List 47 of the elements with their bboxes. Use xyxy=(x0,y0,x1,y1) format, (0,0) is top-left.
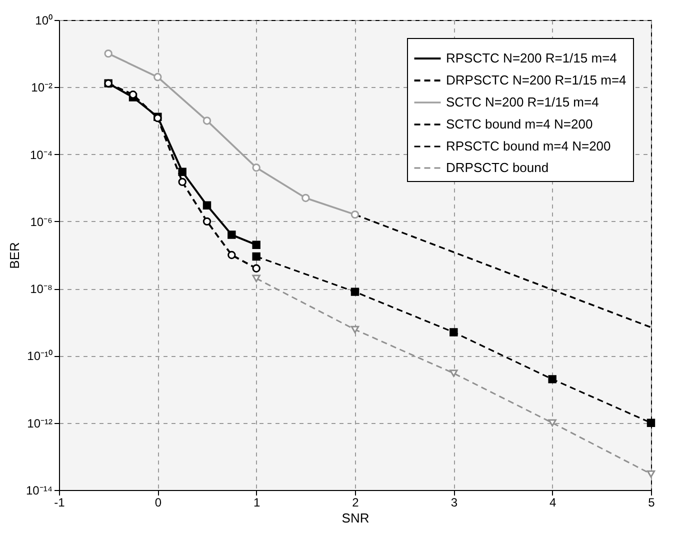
x-tick-label: 3 xyxy=(450,496,458,510)
legend-label: RPSCTC N=200 R=1/15 m=4 xyxy=(446,50,617,66)
legend-label: SCTC bound m=4 N=200 xyxy=(446,116,593,132)
point xyxy=(228,230,236,239)
point xyxy=(646,470,656,478)
point xyxy=(154,72,162,82)
y-tick-label: 10⁻⁸ xyxy=(30,282,52,296)
point xyxy=(228,250,236,260)
point xyxy=(302,194,310,202)
point xyxy=(252,264,260,272)
y-tick-label: 10⁻¹⁴ xyxy=(26,484,52,498)
point xyxy=(178,178,186,186)
point xyxy=(252,164,260,172)
point xyxy=(350,210,360,219)
point xyxy=(350,288,360,296)
x-tick-label: 4 xyxy=(549,496,556,510)
y-tick-label: 10⁻¹⁰ xyxy=(27,349,52,364)
legend-label: RPSCTC bound m=4 N=200 xyxy=(446,138,611,154)
y-tick-label: 10⁻⁶ xyxy=(30,214,53,229)
point xyxy=(450,328,458,336)
legend-label: SCTC N=200 R=1/15 m=4 xyxy=(446,94,599,110)
point xyxy=(178,168,186,176)
point xyxy=(548,375,556,384)
point xyxy=(646,418,656,427)
y-tick-label: 10⁰ xyxy=(35,14,52,28)
legend-label: DRPSCTC bound xyxy=(446,160,549,175)
point xyxy=(252,240,260,249)
point xyxy=(104,49,112,58)
y-tick-label: 10⁻¹² xyxy=(27,416,52,430)
point xyxy=(548,419,556,427)
x-axis-title: SNR xyxy=(342,510,370,526)
point xyxy=(350,326,360,334)
x-tick-label: 1 xyxy=(253,496,260,510)
point xyxy=(252,252,260,261)
point xyxy=(202,116,212,125)
y-axis-title: BER xyxy=(7,242,22,269)
point xyxy=(202,201,212,210)
point xyxy=(450,370,458,377)
x-tick-label: -1 xyxy=(54,496,66,510)
point xyxy=(202,217,212,226)
x-tick-label: 5 xyxy=(648,496,656,510)
y-tick-label: 10⁻⁴ xyxy=(30,148,52,162)
point xyxy=(252,274,260,282)
legend-label: DRPSCTC N=200 R=1/15 m=4 xyxy=(446,72,626,88)
x-tick-label: 2 xyxy=(352,496,360,510)
x-tick-label: 0 xyxy=(154,496,162,510)
y-tick-label: 10⁻² xyxy=(31,80,53,95)
